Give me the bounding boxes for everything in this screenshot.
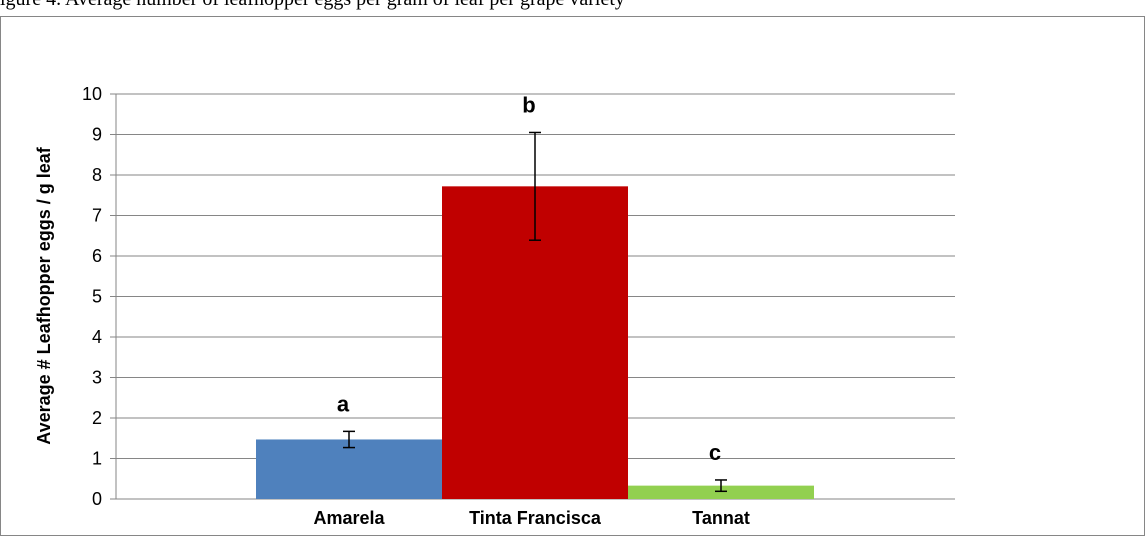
- y-tick-label: 5: [92, 287, 102, 307]
- bar-chart: 0 1 2 3 4 5 6 7 8 9 10 a Amarela b Tinta Francisca c Tan…: [34, 84, 955, 525]
- significance-label: a: [337, 391, 350, 416]
- x-category-label: Tinta Francisca: [469, 508, 602, 525]
- significance-label: c: [709, 440, 721, 465]
- y-tick-label: 0: [92, 489, 102, 509]
- y-tick-label: 2: [92, 408, 102, 428]
- y-tick-label: 8: [92, 165, 102, 185]
- y-tick-label: 4: [92, 327, 102, 347]
- x-category-label: Tannat: [692, 508, 750, 525]
- y-tick-label: 1: [92, 449, 102, 469]
- bar-tannat: [628, 485, 814, 499]
- y-tick-label: 9: [92, 125, 102, 145]
- y-tick-label: 6: [92, 246, 102, 266]
- bar-amarela: [256, 439, 442, 499]
- x-category-label: Amarela: [313, 508, 385, 525]
- y-tick-label: 7: [92, 206, 102, 226]
- y-tick-label: 10: [82, 84, 102, 104]
- figure-caption: igure 4. Average number of leafhopper eg…: [0, 0, 1145, 12]
- error-bars: [343, 131, 727, 493]
- y-axis-title: Average # Leafhopper eggs / g leaf: [34, 146, 54, 444]
- y-tick-label: 3: [92, 368, 102, 388]
- significance-label: b: [522, 92, 535, 117]
- chart-labels: 0 1 2 3 4 5 6 7 8 9 10 a Amarela b Tinta Francisca c Tan…: [82, 84, 750, 525]
